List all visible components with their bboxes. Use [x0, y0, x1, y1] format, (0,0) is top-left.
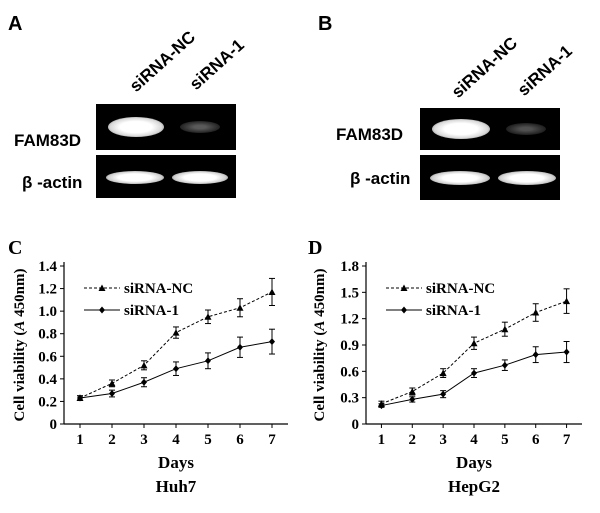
- chart-d-series-1-point: [470, 339, 478, 347]
- chart-d-y-axis-label: Cell viability (A 450nm): [312, 269, 328, 422]
- chart-c-series-2-point: [237, 343, 243, 351]
- chart-c-series-2-point: [269, 338, 275, 346]
- chart-d-y-tick-label: 1.8: [340, 259, 359, 275]
- chart-c-series-2-point: [109, 390, 115, 398]
- panel-b-row-2-label: β -actin: [350, 169, 411, 188]
- chart-d-series-2-legend-label: siRNA-1: [426, 303, 481, 319]
- chart-d-x-tick-label: 4: [470, 432, 478, 448]
- chart-c-y-tick-label: 0.6: [38, 349, 57, 365]
- chart-d-series-2-point: [440, 390, 447, 398]
- panel-a-actin-band-nc: [106, 171, 164, 184]
- chart-c: C 0 0.2 0.4 0.6 0.8 1.0 1.2 1.4 1 2 3 4 5 6 7 Days Huh7 Ce…: [8, 237, 288, 496]
- chart-d-y-tick-label: 0.9: [340, 338, 359, 354]
- chart-c-x-axis-label: Days: [158, 453, 194, 472]
- panel-a-actin-gel: [96, 155, 236, 198]
- chart-d-series-2-point: [563, 348, 570, 356]
- chart-c-x-tick-label: 7: [268, 432, 276, 448]
- panel-b-fam83d-band-si: [506, 123, 546, 135]
- chart-c-y-tick-label: 0.4: [38, 372, 57, 388]
- chart-d-y-tick-label: 0.3: [340, 391, 359, 407]
- chart-d-x-tick-label: 5: [501, 432, 509, 448]
- chart-d-x-tick-label: 3: [439, 432, 447, 448]
- chart-d-series-2-point: [501, 361, 508, 369]
- panel-a-fam83d-band-nc: [108, 117, 164, 137]
- panel-b-actin-gel: [420, 155, 560, 200]
- panel-a-fam83d-band-si: [180, 121, 220, 133]
- panel-a-row-2-label: β -actin: [22, 173, 83, 192]
- chart-d-series-1-point: [563, 297, 571, 305]
- chart-c-chart-title: Huh7: [156, 477, 197, 496]
- chart-c-series-1-point: [172, 329, 180, 336]
- panel-a-fam83d-gel: [96, 104, 236, 150]
- chart-d-x-axis-label: Days: [456, 453, 492, 472]
- panel-a-actin-band-si: [172, 171, 228, 184]
- chart-d-x-tick-label: 1: [378, 432, 386, 448]
- chart-c-y-tick-label: 1.4: [38, 259, 57, 275]
- panel-a-letter: A: [8, 13, 23, 35]
- chart-d-y-tick-label: 0: [352, 417, 360, 433]
- chart-c-x-tick-label: 2: [108, 432, 116, 448]
- chart-c-x-tick-label: 5: [204, 432, 212, 448]
- panel-b-fam83d-gel: [420, 108, 560, 150]
- chart-d-series-1-point: [408, 388, 416, 395]
- chart-c-series-1-point: [236, 304, 244, 311]
- chart-c-y-tick-label: 0.8: [38, 327, 57, 343]
- chart-d-y-tick-label: 1.5: [340, 285, 359, 301]
- chart-d-x-tick-label: 6: [532, 432, 540, 448]
- panel-b-actin-band-si: [498, 171, 556, 185]
- chart-d-series-1-point: [532, 309, 540, 316]
- chart-c-series-2-point: [173, 365, 179, 373]
- panel-b-letter: B: [318, 13, 333, 35]
- chart-d-series-1-legend-marker: [400, 284, 408, 291]
- chart-c-series-1-point: [140, 361, 148, 369]
- chart-c-series-1-legend-marker: [98, 284, 106, 291]
- panel-a-row-1-label: FAM83D: [14, 131, 82, 150]
- chart-d-y-tick-label: 1.2: [340, 312, 359, 328]
- chart-c-series-1-legend-label: siRNA-NC: [124, 281, 193, 297]
- chart-c-y-tick-label: 1.2: [38, 282, 57, 298]
- chart-d-x-tick-label: 7: [563, 432, 571, 448]
- chart-d-series-2-point: [378, 402, 385, 410]
- chart-c-series-2-point: [77, 394, 83, 402]
- chart-c-panel-letter: C: [8, 237, 22, 259]
- chart-c-x-tick-label: 3: [140, 432, 148, 448]
- panel-b-actin-band-nc: [430, 171, 490, 185]
- chart-d-series-1-legend-label: siRNA-NC: [426, 281, 495, 297]
- chart-d-panel-letter: D: [308, 237, 322, 259]
- panel-b-fam83d-band-nc: [432, 119, 490, 139]
- chart-d-series-2-point: [409, 395, 416, 403]
- chart-c-series-2-point: [205, 357, 211, 365]
- chart-c-series-2-legend-label: siRNA-1: [124, 303, 179, 319]
- panel-a-lane-2-label: siRNA-1: [185, 35, 248, 94]
- chart-c-x-tick-label: 6: [236, 432, 244, 448]
- panel-b-row-1-label: FAM83D: [336, 125, 404, 144]
- chart-c-y-tick-label: 1.0: [38, 304, 57, 320]
- chart-d-series-1-point: [501, 325, 509, 333]
- chart-d-x-tick-label: 2: [409, 432, 417, 448]
- chart-c-series-2-legend-marker: [99, 306, 105, 314]
- chart-c-x-tick-label: 1: [76, 432, 84, 448]
- chart-d-y-tick-label: 0.6: [340, 364, 359, 380]
- chart-c-series-1-point: [204, 313, 212, 320]
- chart-c-series-1-point: [108, 379, 116, 387]
- chart-d-chart-title: HepG2: [448, 477, 500, 496]
- chart-d-series-2-line: [381, 351, 567, 407]
- panel-a-lane-1-label: siRNA-NC: [125, 27, 200, 96]
- chart-c-series-1-point: [268, 288, 276, 295]
- chart-c-x-tick-label: 4: [172, 432, 180, 448]
- chart-c-y-tick-label: 0.2: [38, 394, 57, 410]
- panel-b-lane-2-label: siRNA-1: [513, 41, 576, 100]
- chart-d: D 0 0.3 0.6 0.9 1.2 1.5 1.8 1 2 3 4 5 6 7 Days HepG2 Cell…: [308, 237, 582, 496]
- chart-d-series-2-legend-marker: [401, 306, 407, 314]
- chart-d-series-2-point: [471, 369, 477, 377]
- chart-d-series-2-point: [532, 351, 539, 359]
- chart-d-series-1-point: [439, 369, 447, 377]
- panel-b-lane-1-label: siRNA-NC: [447, 33, 522, 102]
- chart-c-y-tick-label: 0: [50, 417, 58, 433]
- chart-c-series-2-point: [141, 378, 147, 386]
- chart-c-y-axis-label: Cell viability (A 450nm): [12, 269, 28, 422]
